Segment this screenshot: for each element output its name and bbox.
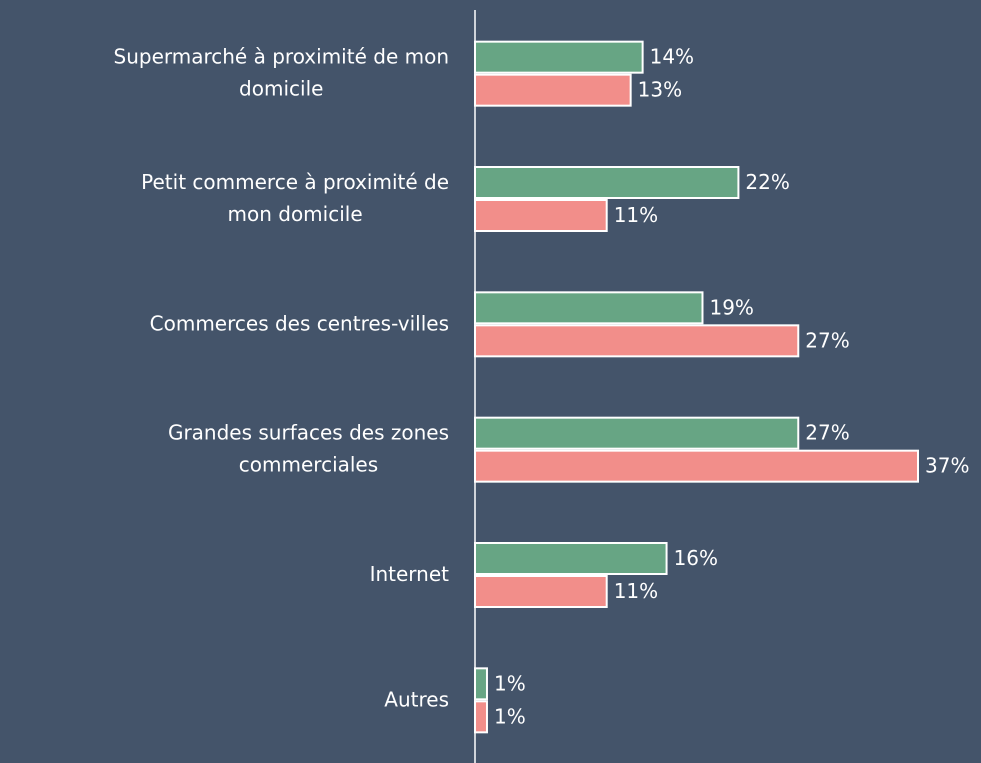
value-label: 19% [709,295,753,319]
bar [474,667,488,701]
bar [474,575,608,608]
bar [474,199,608,232]
value-label: 1% [494,671,526,695]
category-label: Grandes surfaces des zones commerciales [168,420,449,476]
bar [474,73,632,107]
value-label: 11% [614,579,658,603]
category-label-line: Autres [384,687,449,711]
value-label: 13% [638,78,682,102]
bar [474,700,488,734]
category-label: Autres [384,687,449,711]
category-label: Supermarché à proximité de mon domicile [114,44,450,100]
value-label: 14% [650,45,694,69]
category-label-line: Grandes surfaces des zones [168,420,449,444]
category-label-line: domicile [239,76,323,100]
value-label: 27% [805,421,849,445]
bar [474,291,704,325]
category-label-line: Supermarché à proximité de mon [114,44,450,68]
value-label: 27% [805,328,849,352]
category-label-line: commerciales [239,452,378,476]
bar [474,40,644,74]
bar [474,449,919,483]
category-label: Commerces des centres-villes [150,311,449,335]
value-label: 1% [494,704,526,728]
category-label-line: Petit commerce à proximité de [141,170,449,194]
value-label: 11% [614,203,658,227]
bar [474,416,800,450]
category-label-line: Internet [370,562,450,586]
category-label-line: mon domicile [228,202,363,226]
value-label: 37% [925,454,969,478]
category-label: Petit commerce à proximité de mon domicil… [141,170,449,226]
category-label: Internet [370,562,450,586]
bar [474,324,800,358]
bar [474,166,740,199]
category-label-line: Commerces des centres-villes [150,311,449,335]
bar [474,542,668,575]
value-label: 16% [674,546,718,570]
value-label: 22% [745,170,789,194]
